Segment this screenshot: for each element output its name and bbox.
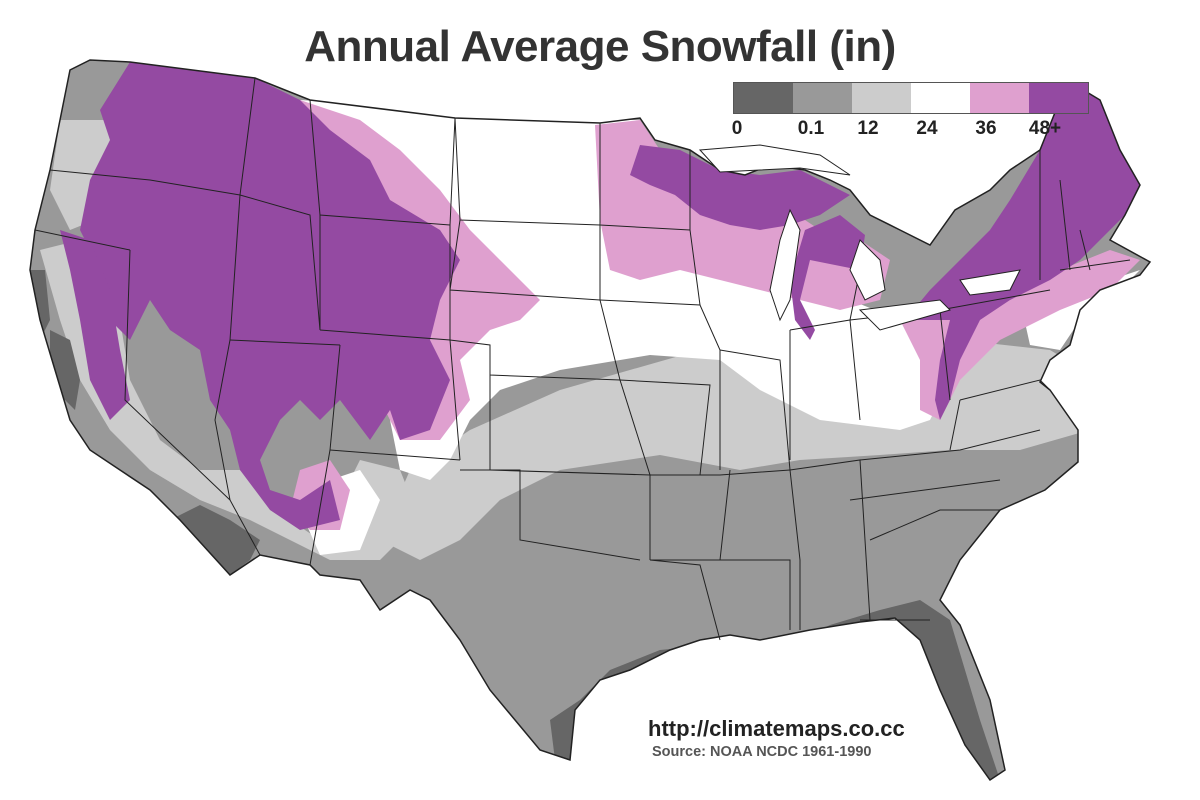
source-credit: Source: NOAA NCDC 1961-1990 <box>652 744 872 760</box>
legend-swatch-12 <box>852 83 911 113</box>
map-title: Annual Average Snowfall (in) <box>304 22 896 71</box>
legend: 0 0.1 12 24 36 48+ <box>731 82 1089 140</box>
legend-swatch-0 <box>734 83 793 113</box>
legend-swatches <box>733 82 1089 114</box>
zone-24-36-plains <box>300 100 980 480</box>
zone-0-coast <box>30 270 50 340</box>
zone-48-superior <box>630 145 850 230</box>
zone-36-48-ne <box>900 250 1140 420</box>
legend-swatch-0.1 <box>793 83 852 113</box>
zone-48-west <box>80 62 460 530</box>
zone-0-ca <box>50 330 80 410</box>
legend-swatch-48 <box>1029 83 1088 113</box>
zone-48-michigan <box>790 215 865 340</box>
zone-48-cascades <box>60 230 130 420</box>
great-lakes <box>698 144 1021 331</box>
zone-48-ne <box>905 88 1140 420</box>
source-url: http://climatemaps.co.cc <box>648 716 905 741</box>
legend-label-24: 24 <box>916 118 938 139</box>
legend-label-0: 0 <box>731 118 743 139</box>
legend-label-36: 36 <box>975 118 997 139</box>
legend-label-0.1: 0.1 <box>797 118 825 139</box>
legend-label-12: 12 <box>857 118 879 139</box>
legend-labels: 0 0.1 12 24 36 48+ <box>731 114 1089 140</box>
legend-label-48: 48+ <box>1028 118 1062 139</box>
legend-swatch-24 <box>911 83 970 113</box>
legend-swatch-36 <box>970 83 1029 113</box>
state-borders <box>29 59 1152 782</box>
zone-0-sw <box>170 505 260 575</box>
